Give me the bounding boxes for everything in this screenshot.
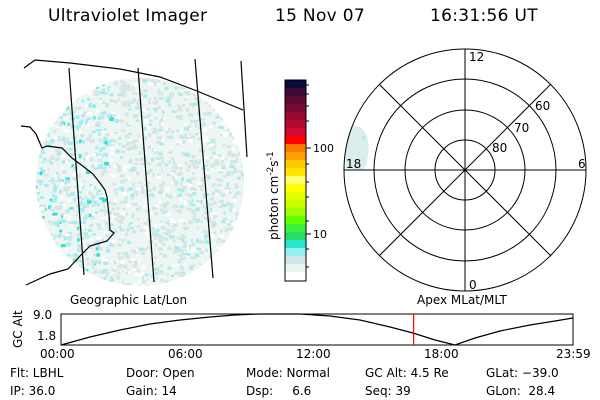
- timeline-frame: [60, 313, 574, 346]
- status-gc-alt: GC Alt: 4.5 Re: [365, 366, 449, 380]
- timeline-y-axis-label: GC Alt: [11, 310, 25, 348]
- colorbar-ticks: [306, 84, 311, 268]
- colorbar-segment: [285, 104, 306, 113]
- colorbar-segment: [285, 176, 306, 185]
- colorbar-segment: [285, 168, 306, 177]
- timeline-left-label: Geographic Lat/Lon: [70, 293, 187, 307]
- status-door: Door: Open: [126, 366, 195, 380]
- altitude-curve: [60, 313, 574, 346]
- colorbar-segment: [285, 192, 306, 201]
- colorbar-segment: [285, 184, 306, 193]
- colorbar-segment: [285, 160, 306, 169]
- status-ip: IP: 36.0: [10, 384, 55, 398]
- colorbar-tick-100: 100: [313, 142, 334, 155]
- colorbar-segment: [285, 80, 306, 89]
- timeline-x-tick-1: 06:00: [168, 347, 203, 361]
- geographic-image: [36, 78, 244, 286]
- timeline-x-tick-2: 12:00: [296, 347, 331, 361]
- status-mode: Mode: Normal: [246, 366, 330, 380]
- colorbar-segment: [285, 128, 306, 137]
- status-filter: Flt: LBHL: [10, 366, 64, 380]
- mlt-label-18: 18: [346, 157, 361, 171]
- timeline-right-label: Apex MLat/MLT: [417, 293, 507, 307]
- colorbar-segment: [285, 224, 306, 233]
- lat-label-60: 60: [535, 99, 550, 113]
- colorbar-segment: [285, 256, 306, 265]
- polar-aurora-patch: [345, 125, 369, 170]
- mlt-label-0: 0: [469, 278, 477, 292]
- status-seq: Seq: 39: [365, 384, 411, 398]
- mlt-label-12: 12: [469, 50, 484, 64]
- colorbar-tick-10: 10: [313, 228, 327, 241]
- status-glon: GLon: 28.4: [486, 384, 555, 398]
- colorbar-segment: [285, 144, 306, 153]
- colorbar-segment: [285, 240, 306, 249]
- status-gain: Gain: 14: [126, 384, 177, 398]
- mlt-label-6: 6: [578, 157, 586, 171]
- timeline-x-tick-0: 00:00: [40, 347, 75, 361]
- instrument-title: Ultraviolet Imager: [48, 6, 208, 26]
- colorbar-segment: [285, 200, 306, 209]
- colorbar-segment: [285, 152, 306, 161]
- lat-label-70: 70: [514, 121, 529, 135]
- colorbar: [285, 80, 306, 281]
- coastline: [20, 125, 115, 286]
- colorbar-segment: [285, 216, 306, 225]
- colorbar-segment: [285, 272, 306, 281]
- timeline-x-tick-3: 18:00: [424, 347, 459, 361]
- colorbar-segment: [285, 136, 306, 145]
- colorbar-segment: [285, 264, 306, 273]
- latitude-line: [23, 59, 244, 111]
- polar-grid: [343, 48, 587, 292]
- longitude-line: [137, 67, 155, 283]
- status-glat: GLat: −39.0: [486, 366, 559, 380]
- status-dsp: Dsp: 6.6: [246, 384, 311, 398]
- longitude-line: [68, 67, 85, 276]
- colorbar-segment: [285, 232, 306, 241]
- lat-label-80: 80: [492, 141, 507, 155]
- timeline-x-tick-4: 23:59: [556, 347, 591, 361]
- colorbar-segment: [285, 112, 306, 121]
- longitude-line: [194, 58, 214, 279]
- timeline-y-tick-min: 1.8: [37, 329, 56, 343]
- colorbar-frame: [284, 79, 307, 282]
- colorbar-segment: [285, 96, 306, 105]
- colorbar-segment: [285, 208, 306, 217]
- timeline-y-tick-max: 9.0: [33, 308, 52, 322]
- colorbar-segment: [285, 88, 306, 97]
- time-label: 16:31:56 UT: [430, 6, 538, 26]
- date-label: 15 Nov 07: [275, 6, 365, 26]
- longitude-line: [240, 60, 248, 158]
- colorbar-segment: [285, 248, 306, 257]
- colorbar-unit-label: photon cm-2s-1: [266, 151, 281, 240]
- geographic-grid: [20, 58, 248, 286]
- colorbar-segment: [285, 120, 306, 129]
